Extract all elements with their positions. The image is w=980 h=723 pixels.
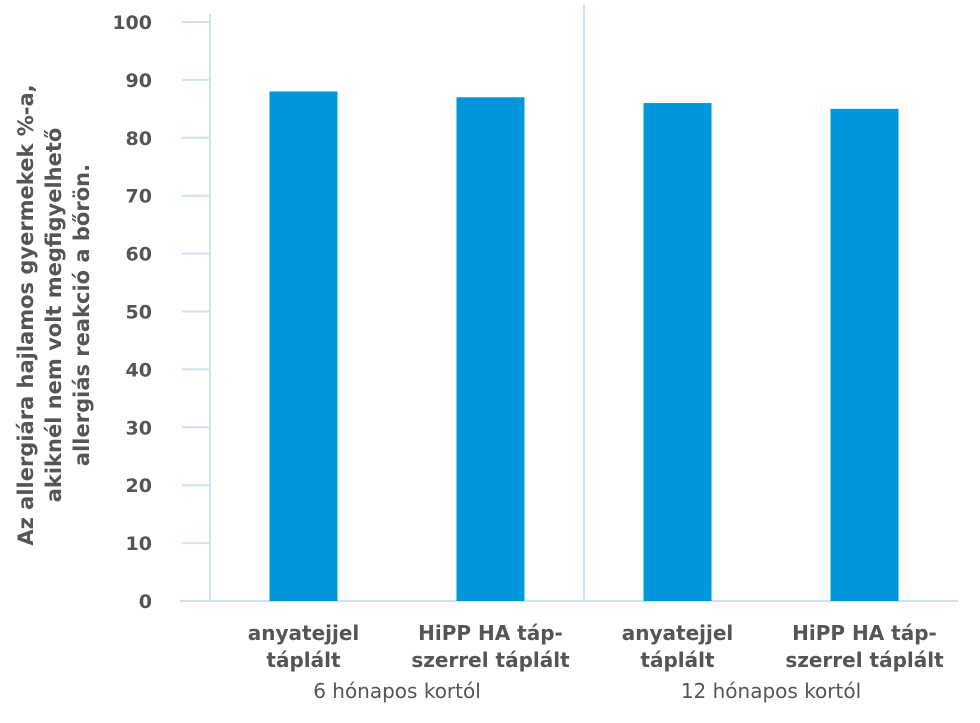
bar: [269, 91, 338, 601]
y-axis-title-line-1: Az allergiára hajlamos gyermekek %-a,: [14, 84, 38, 545]
x-category-label: szerrel táplált: [785, 648, 944, 672]
y-axis-title: Az allergiára hajlamos gyermekek %-a, ak…: [14, 84, 94, 545]
x-group-label: 6 hónapos kortól: [313, 679, 481, 703]
y-axis-ticks: 0 10 20 30 40 50 60 70 80 90 100: [112, 12, 210, 613]
bar: [643, 103, 712, 601]
x-category-label: anyatejjel: [248, 621, 360, 645]
x-category-label: táplált: [640, 648, 715, 672]
y-tick-label: 50: [126, 302, 152, 324]
y-tick-label: 60: [126, 244, 152, 266]
bars: [269, 91, 899, 602]
bar: [456, 97, 525, 602]
y-tick-label: 10: [126, 533, 152, 555]
x-group-label: 12 hónapos kortól: [681, 679, 861, 703]
x-category-label: anyatejjel: [622, 621, 734, 645]
y-tick-label: 0: [139, 591, 152, 613]
x-category-label: HiPP HA táp-: [418, 621, 563, 645]
y-tick-label: 30: [126, 417, 152, 439]
y-tick-label: 20: [126, 475, 152, 497]
x-axis-labels: anyatejjel táplált HiPP HA táp-szerrel táp…: [248, 621, 944, 703]
bar: [830, 108, 899, 601]
y-tick-label: 90: [126, 70, 152, 92]
x-category-label: szerrel táplált: [411, 648, 570, 672]
y-tick-label: 70: [126, 186, 152, 208]
y-axis-title-line-3: allergiás reakció a bőrön.: [70, 164, 94, 466]
x-category-label: táplált: [266, 648, 341, 672]
y-axis-title-line-2: akiknél nem volt megfigyelhető: [42, 128, 66, 503]
y-tick-label: 100: [112, 12, 152, 34]
y-tick-label: 40: [126, 359, 152, 381]
y-tick-label: 80: [126, 128, 152, 150]
x-category-label: HiPP HA táp-: [792, 621, 937, 645]
